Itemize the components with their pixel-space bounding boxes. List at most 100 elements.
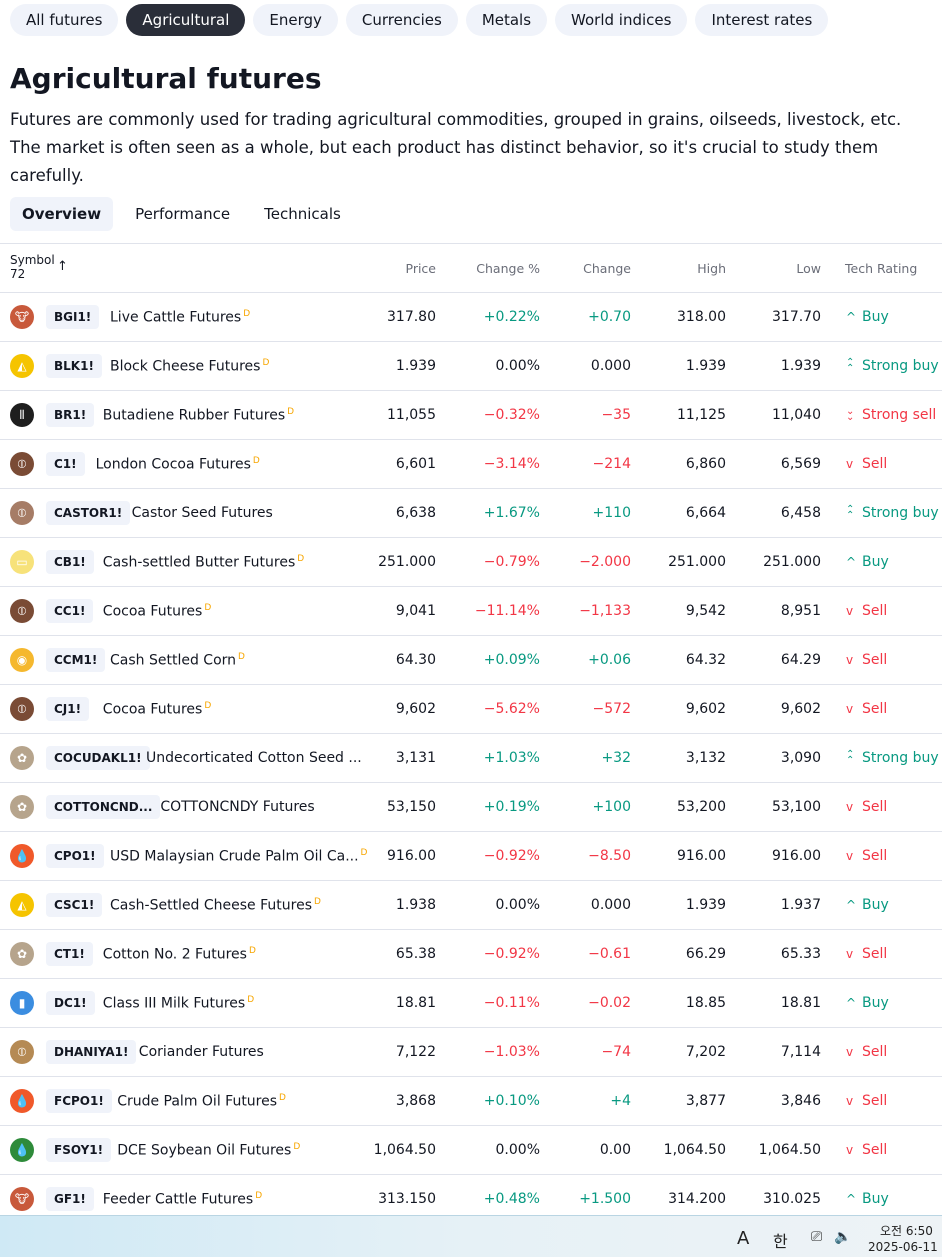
ticker-badge[interactable]: COCUDAKL1! <box>46 746 150 770</box>
table-row[interactable]: ✿ COTTONCND... COTTONCNDY Futures 53,150 +0.… <box>0 783 942 832</box>
sell-chevron-icon: v <box>846 1143 854 1157</box>
symbol-name[interactable]: Cocoa Futures D <box>103 603 211 620</box>
table-row[interactable]: ▮ DC1! Class III Milk Futures D 18.81 −0.11% −… <box>0 979 942 1028</box>
ticker-badge[interactable]: CT1! <box>46 942 93 966</box>
ime-language-indicator[interactable]: 한 <box>773 1232 788 1251</box>
change-pct-cell: +0.09% <box>483 652 540 668</box>
tab-performance[interactable]: Performance <box>135 205 231 223</box>
tab-technicals[interactable]: Technicals <box>264 205 341 223</box>
symbol-name[interactable]: Cocoa Futures D <box>103 701 211 718</box>
clock-time[interactable]: 오전 6:50 <box>880 1224 933 1238</box>
ticker-badge[interactable]: BR1! <box>46 403 95 427</box>
ticker-badge[interactable]: CASTOR1! <box>46 501 131 525</box>
high-column-header[interactable]: High <box>697 261 726 276</box>
table-body: 🐮 BGI1! Live Cattle Futures D 317.80 +0.22% +0… <box>0 293 942 1224</box>
symbol-name[interactable]: Castor Seed Futures <box>132 505 273 521</box>
tab-overview[interactable]: Overview <box>10 197 114 231</box>
delayed-data-badge: D <box>262 358 270 368</box>
symbol-name[interactable]: COTTONCNDY Futures <box>160 799 314 815</box>
table-row[interactable]: ⦶ CJ1! Cocoa Futures D 9,602 −5.62% −572 9,602 9… <box>0 685 942 734</box>
symbol-name[interactable]: Butadiene Rubber Futures D <box>103 407 294 424</box>
table-row[interactable]: ◭ CSC1! Cash-Settled Cheese Futures D 1.938 0… <box>0 881 942 930</box>
change-pct-column-header[interactable]: Change % <box>476 261 540 276</box>
symbol-name[interactable]: Crude Palm Oil Futures D <box>117 1093 286 1110</box>
symbol-name[interactable]: Class III Milk Futures D <box>103 995 254 1012</box>
category-pill-interest-rates[interactable]: Interest rates <box>695 4 829 36</box>
category-pill-currencies[interactable]: Currencies <box>345 4 458 36</box>
table-row[interactable]: ⦶ C1! London Cocoa Futures D 6,601 −3.14% −214… <box>0 440 942 489</box>
category-pill-agricultural[interactable]: Agricultural <box>126 4 246 36</box>
change-pct-cell: +0.19% <box>483 799 540 815</box>
table-row[interactable]: 💧 FCPO1! Crude Palm Oil Futures D 3,868 +0.10… <box>0 1077 942 1126</box>
tech-rating-cell: v Sell <box>846 1044 887 1060</box>
ticker-badge[interactable]: CC1! <box>46 599 94 623</box>
ticker-badge[interactable]: C1! <box>46 452 85 476</box>
change-column-header[interactable]: Change <box>583 261 631 276</box>
table-row[interactable]: ✿ CT1! Cotton No. 2 Futures D 65.38 −0.92% −0.… <box>0 930 942 979</box>
symbol-column-header[interactable]: Symbol 72 <box>10 253 55 281</box>
table-row[interactable]: ⦀ BR1! Butadiene Rubber Futures D 11,055 −0.3… <box>0 391 942 440</box>
table-row[interactable]: 💧 CPO1! USD Malaysian Crude Palm Oil Ca...… <box>0 832 942 881</box>
change-pct-cell: −0.32% <box>483 407 540 423</box>
symbol-name[interactable]: Undecorticated Cotton Seed ... <box>146 750 362 766</box>
low-column-header[interactable]: Low <box>796 261 821 276</box>
clock-date[interactable]: 2025-06-11 <box>868 1240 938 1254</box>
change-cell: +110 <box>592 505 631 521</box>
change-cell: −572 <box>592 701 631 717</box>
ticker-badge[interactable]: FSOY1! <box>46 1138 112 1162</box>
ticker-badge[interactable]: CJ1! <box>46 697 90 721</box>
ticker-badge[interactable]: CPO1! <box>46 844 104 868</box>
symbol-name[interactable]: USD Malaysian Crude Palm Oil Ca... D <box>110 848 367 865</box>
category-pill-all-futures[interactable]: All futures <box>10 4 119 36</box>
ticker-badge[interactable]: CCM1! <box>46 648 106 672</box>
buy-chevron-icon: ^ <box>846 1192 857 1206</box>
price-column-header[interactable]: Price <box>405 261 437 276</box>
table-row[interactable]: ⦶ CASTOR1! Castor Seed Futures 6,638 +1.67% +… <box>0 489 942 538</box>
ime-mode-indicator[interactable]: A <box>737 1228 750 1249</box>
symbol-name[interactable]: Live Cattle Futures D <box>110 309 250 326</box>
ticker-badge[interactable]: DHANIYA1! <box>46 1040 137 1064</box>
ticker-badge[interactable]: CB1! <box>46 550 94 574</box>
category-pill-metals[interactable]: Metals <box>465 4 548 36</box>
symbol-name[interactable]: DCE Soybean Oil Futures D <box>117 1142 300 1159</box>
sell-chevron-icon: v <box>846 457 854 471</box>
network-icon[interactable]: ⎚ <box>811 1229 823 1245</box>
table-row[interactable]: 🐮 BGI1! Live Cattle Futures D 317.80 +0.22% +0… <box>0 293 942 342</box>
table-row[interactable]: ✿ COCUDAKL1! Undecorticated Cotton Seed ..… <box>0 734 942 783</box>
price-cell: 11,055 <box>387 407 436 423</box>
delayed-data-badge: D <box>287 407 295 417</box>
symbol-name[interactable]: Cash-Settled Cheese Futures D <box>110 897 321 914</box>
table-row[interactable]: ◉ CCM1! Cash Settled Corn D 64.30 +0.09% +0.06… <box>0 636 942 685</box>
table-row[interactable]: ⦶ DHANIYA1! Coriander Futures 7,122 −1.03% −7… <box>0 1028 942 1077</box>
buy-chevron-icon: ^ <box>846 996 857 1010</box>
change-cell: +1.500 <box>579 1191 631 1207</box>
ticker-badge[interactable]: GF1! <box>46 1187 94 1211</box>
ticker-badge[interactable]: CSC1! <box>46 893 103 917</box>
category-pill-energy[interactable]: Energy <box>253 4 338 36</box>
table-row[interactable]: ▭ CB1! Cash-settled Butter Futures D 251.000… <box>0 538 942 587</box>
delayed-data-badge: D <box>238 652 245 662</box>
ticker-badge[interactable]: BGI1! <box>46 305 100 329</box>
symbol-name[interactable]: Cash Settled Corn D <box>110 652 245 669</box>
table-row[interactable]: ⦶ CC1! Cocoa Futures D 9,041 −11.14% −1,133 9,5… <box>0 587 942 636</box>
symbol-name-text: London Cocoa Futures <box>95 456 251 473</box>
tech-rating-column-header[interactable]: Tech Rating <box>845 261 918 276</box>
ticker-badge[interactable]: COTTONCND... <box>46 795 161 819</box>
symbol-name[interactable]: Cotton No. 2 Futures D <box>103 946 256 963</box>
symbol-name[interactable]: Feeder Cattle Futures D <box>103 1191 262 1208</box>
ticker-badge[interactable]: DC1! <box>46 991 95 1015</box>
table-row[interactable]: 🐮 GF1! Feeder Cattle Futures D 313.150 +0.48%… <box>0 1175 942 1224</box>
table-row[interactable]: 💧 FSOY1! DCE Soybean Oil Futures D 1,064.50 0… <box>0 1126 942 1175</box>
table-row[interactable]: ◭ BLK1! Block Cheese Futures D 1.939 0.00% 0.0… <box>0 342 942 391</box>
ticker-badge[interactable]: BLK1! <box>46 354 102 378</box>
ticker-badge[interactable]: FCPO1! <box>46 1089 112 1113</box>
symbol-name[interactable]: Coriander Futures <box>139 1044 264 1060</box>
volume-icon[interactable]: 🔈 <box>834 1229 852 1245</box>
symbol-name[interactable]: London Cocoa Futures D <box>96 456 260 473</box>
symbol-name[interactable]: Cash-settled Butter Futures D <box>103 554 304 571</box>
symbol-name[interactable]: Block Cheese Futures D <box>110 358 269 375</box>
symbol-header-label: Symbol <box>10 253 55 267</box>
sort-ascending-icon[interactable]: ↑ <box>57 259 68 274</box>
delayed-data-badge: D <box>248 946 256 956</box>
category-pill-world-indices[interactable]: World indices <box>555 4 688 36</box>
